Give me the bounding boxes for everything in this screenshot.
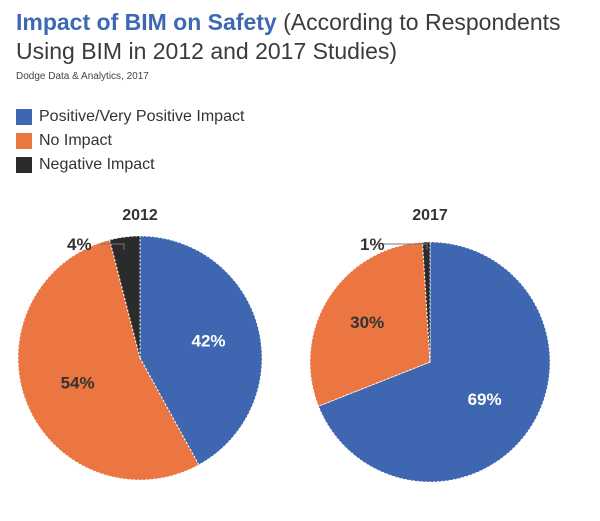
legend: Positive/Very Positive Impact No Impact … [16,105,244,177]
pie-slice-2017-positive [317,241,551,483]
chart-title-highlight: Impact of BIM on Safety [16,9,277,35]
slice-label-2017-positive: 69% [468,390,502,409]
legend-item-no-impact: No Impact [16,129,244,153]
legend-item-positive: Positive/Very Positive Impact [16,105,244,129]
callout-line-2012 [100,243,125,250]
callout-line-2017 [383,243,428,250]
pie-slice-2017-negative [421,241,431,363]
legend-swatch-no-impact [16,133,32,149]
legend-label-negative: Negative Impact [39,156,155,173]
pie-slice-2017-no-impact [309,241,431,407]
legend-item-negative: Negative Impact [16,153,244,177]
pie-title-2012: 2012 [122,207,158,224]
legend-swatch-negative [16,157,32,173]
slice-label-2012-positive: 42% [191,331,225,350]
slice-label-2012-no-impact: 54% [61,374,95,393]
pie-title-2017: 2017 [412,207,448,224]
slice-label-2017-negative: 1% [360,235,385,254]
pie-slice-2012-positive [139,235,263,466]
pie-slice-2012-negative [109,235,141,359]
chart-title: Impact of BIM on Safety (According to Re… [16,8,586,66]
legend-swatch-positive [16,109,32,125]
pie-slice-2012-no-impact [17,239,200,481]
source-note: Dodge Data & Analytics, 2017 [16,71,149,82]
slice-label-2012-negative: 4% [67,235,92,254]
slice-label-2017-no-impact: 30% [350,313,384,332]
chart-title-rest: (According to Respondents Using BIM in 2… [16,9,561,64]
legend-label-no-impact: No Impact [39,132,112,149]
legend-label-positive: Positive/Very Positive Impact [39,108,245,125]
